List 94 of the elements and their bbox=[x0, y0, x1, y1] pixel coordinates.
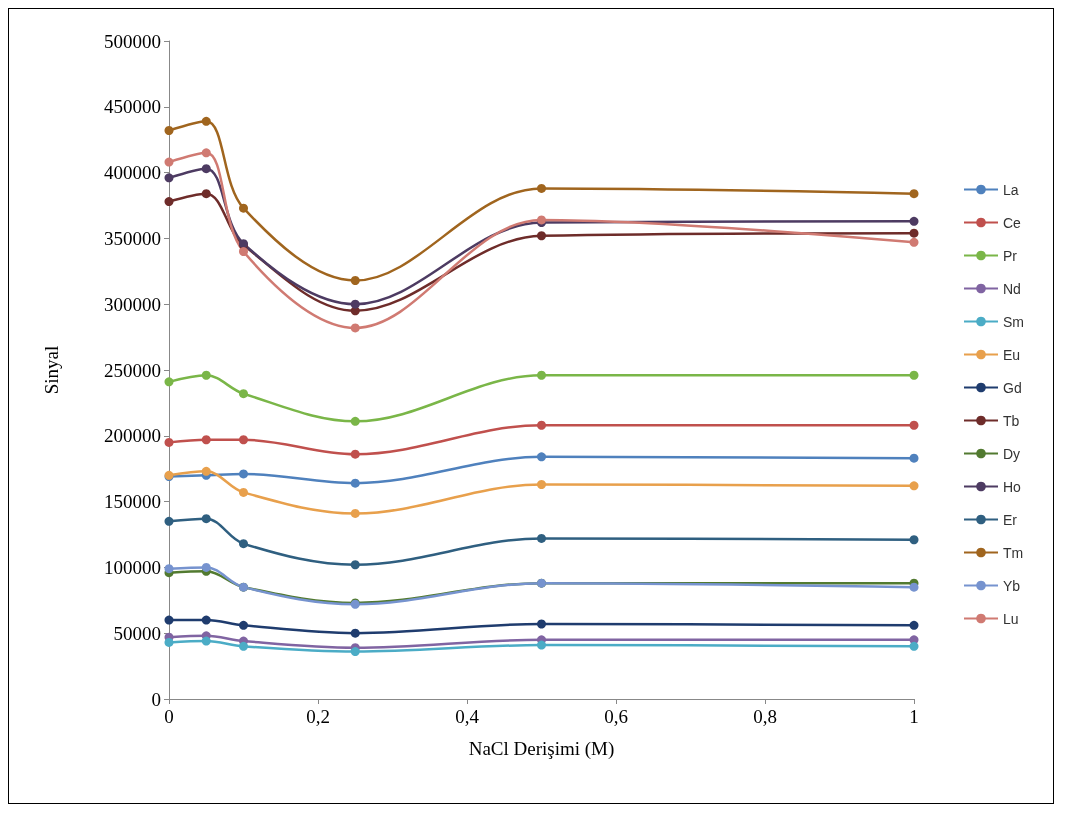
point bbox=[350, 628, 360, 638]
point bbox=[909, 481, 919, 491]
y-axis-title: Sinyal bbox=[41, 345, 62, 395]
legend-label: Tm bbox=[1003, 544, 1024, 561]
legend-label: Pr bbox=[1003, 247, 1018, 264]
y-tick-label: 400000 bbox=[104, 162, 161, 184]
x-tick-label: 0,6 bbox=[604, 706, 628, 727]
point bbox=[201, 435, 211, 445]
y-tick-label: 250000 bbox=[104, 359, 161, 381]
point bbox=[239, 389, 248, 399]
point bbox=[537, 183, 546, 193]
point bbox=[350, 449, 360, 459]
point bbox=[164, 173, 174, 183]
point bbox=[909, 620, 919, 630]
point bbox=[537, 533, 546, 543]
point bbox=[909, 420, 919, 430]
y-tick-label: 150000 bbox=[104, 491, 161, 513]
x-tick-label: 0 bbox=[164, 706, 174, 727]
point bbox=[350, 647, 360, 657]
point bbox=[164, 157, 174, 167]
point bbox=[350, 478, 360, 488]
point bbox=[537, 452, 546, 462]
point bbox=[239, 487, 248, 497]
point bbox=[909, 453, 919, 463]
point bbox=[350, 299, 360, 309]
point bbox=[239, 203, 248, 213]
legend-label: Ho bbox=[1003, 478, 1022, 495]
point bbox=[909, 216, 919, 226]
point bbox=[350, 416, 360, 426]
point bbox=[350, 323, 360, 333]
point bbox=[201, 164, 211, 174]
point bbox=[350, 560, 360, 570]
x-tick-label: 0,8 bbox=[753, 706, 777, 727]
x-tick-label: 0,4 bbox=[455, 706, 480, 727]
y-tick-label: 500000 bbox=[104, 30, 161, 52]
point bbox=[164, 125, 174, 135]
point bbox=[164, 516, 174, 526]
legend-label: Tb bbox=[1003, 412, 1020, 429]
y-tick-label: 450000 bbox=[104, 96, 161, 118]
legend-label: Sm bbox=[1003, 313, 1024, 330]
point bbox=[201, 189, 211, 199]
x-tick-label: 1 bbox=[909, 706, 919, 727]
point bbox=[164, 615, 174, 625]
x-tick-label: 0,2 bbox=[306, 706, 330, 727]
y-tick-label: 200000 bbox=[104, 425, 161, 447]
point bbox=[239, 435, 248, 445]
point bbox=[537, 420, 546, 430]
y-tick-label: 50000 bbox=[113, 622, 161, 644]
legend-label: Yb bbox=[1003, 577, 1021, 594]
point bbox=[909, 535, 919, 545]
point bbox=[164, 564, 174, 574]
point bbox=[350, 276, 360, 286]
point bbox=[239, 641, 248, 651]
point bbox=[909, 189, 919, 199]
point bbox=[164, 437, 174, 447]
point bbox=[201, 514, 211, 524]
point bbox=[164, 197, 174, 207]
point bbox=[239, 539, 248, 549]
legend-label: Gd bbox=[1003, 379, 1022, 396]
x-axis-title: NaCl Derişimi (M) bbox=[468, 738, 615, 760]
point bbox=[201, 116, 211, 126]
point bbox=[201, 370, 211, 380]
point bbox=[909, 641, 919, 651]
point bbox=[239, 247, 248, 257]
legend-label: Nd bbox=[1003, 280, 1021, 297]
point bbox=[537, 370, 546, 380]
y-tick-label: 0 bbox=[151, 688, 161, 710]
point bbox=[239, 620, 248, 630]
point bbox=[201, 466, 211, 476]
point bbox=[239, 469, 248, 479]
point bbox=[350, 508, 360, 518]
point bbox=[537, 619, 546, 629]
point bbox=[164, 637, 174, 647]
point bbox=[537, 479, 546, 489]
point bbox=[909, 370, 919, 380]
point bbox=[537, 231, 546, 241]
legend-label: Ce bbox=[1003, 214, 1022, 231]
y-tick-label: 300000 bbox=[104, 293, 161, 315]
point bbox=[909, 237, 919, 247]
point bbox=[909, 228, 919, 238]
point bbox=[201, 562, 211, 572]
legend-label: Lu bbox=[1003, 610, 1019, 627]
point bbox=[201, 615, 211, 625]
point bbox=[537, 640, 546, 650]
point bbox=[164, 377, 174, 387]
point bbox=[909, 582, 919, 592]
point bbox=[201, 636, 211, 646]
y-tick-label: 350000 bbox=[104, 227, 161, 249]
legend-label: Er bbox=[1003, 511, 1018, 528]
y-tick-label: 100000 bbox=[104, 556, 161, 578]
point bbox=[201, 148, 211, 158]
legend-label: La bbox=[1003, 181, 1019, 198]
legend-label: Dy bbox=[1003, 445, 1021, 462]
legend-label: Eu bbox=[1003, 346, 1021, 363]
